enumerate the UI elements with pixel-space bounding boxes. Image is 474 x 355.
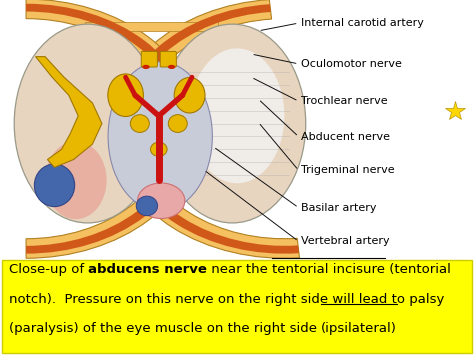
Bar bbox=[85, 22, 218, 31]
FancyBboxPatch shape bbox=[160, 51, 176, 67]
Ellipse shape bbox=[137, 196, 157, 215]
Text: notch).  Pressure on this nerve on the right side will lead to palsy: notch). Pressure on this nerve on the ri… bbox=[9, 293, 444, 306]
Wedge shape bbox=[111, 0, 300, 258]
Ellipse shape bbox=[108, 62, 212, 211]
Text: Abducent nerve: Abducent nerve bbox=[301, 132, 390, 142]
Ellipse shape bbox=[168, 115, 187, 132]
FancyBboxPatch shape bbox=[141, 51, 157, 67]
Wedge shape bbox=[118, 4, 299, 253]
Ellipse shape bbox=[130, 115, 149, 132]
Polygon shape bbox=[36, 56, 102, 167]
Bar bbox=[2, 260, 472, 353]
Text: near the: near the bbox=[207, 263, 272, 277]
Text: Trochlear nerve: Trochlear nerve bbox=[301, 96, 388, 106]
Ellipse shape bbox=[108, 74, 143, 116]
Text: Vertebral artery: Vertebral artery bbox=[301, 236, 390, 246]
Wedge shape bbox=[26, 0, 199, 258]
Ellipse shape bbox=[151, 142, 167, 156]
Bar bbox=[0, 0, 474, 257]
Ellipse shape bbox=[174, 77, 205, 113]
Text: (paralysis) of the eye muscle on the right side: (paralysis) of the eye muscle on the rig… bbox=[9, 322, 321, 335]
Ellipse shape bbox=[190, 48, 284, 183]
Text: (ipsilateral): (ipsilateral) bbox=[321, 322, 397, 335]
Ellipse shape bbox=[168, 65, 175, 69]
Ellipse shape bbox=[142, 65, 150, 69]
Ellipse shape bbox=[34, 164, 75, 207]
Text: Trigeminal nerve: Trigeminal nerve bbox=[301, 165, 395, 175]
Text: tentorial incisure: tentorial incisure bbox=[272, 263, 385, 277]
Text: Basilar artery: Basilar artery bbox=[301, 203, 376, 213]
Text: Close-up of: Close-up of bbox=[9, 263, 88, 277]
Ellipse shape bbox=[14, 24, 161, 223]
Wedge shape bbox=[26, 4, 193, 253]
Text: Oculomotor nerve: Oculomotor nerve bbox=[301, 59, 402, 69]
Text: Internal carotid artery: Internal carotid artery bbox=[301, 18, 424, 28]
Text: abducens nerve: abducens nerve bbox=[88, 263, 207, 277]
Ellipse shape bbox=[159, 24, 306, 223]
Ellipse shape bbox=[45, 141, 107, 219]
Ellipse shape bbox=[137, 183, 185, 218]
Text: (tentorial: (tentorial bbox=[385, 263, 451, 277]
